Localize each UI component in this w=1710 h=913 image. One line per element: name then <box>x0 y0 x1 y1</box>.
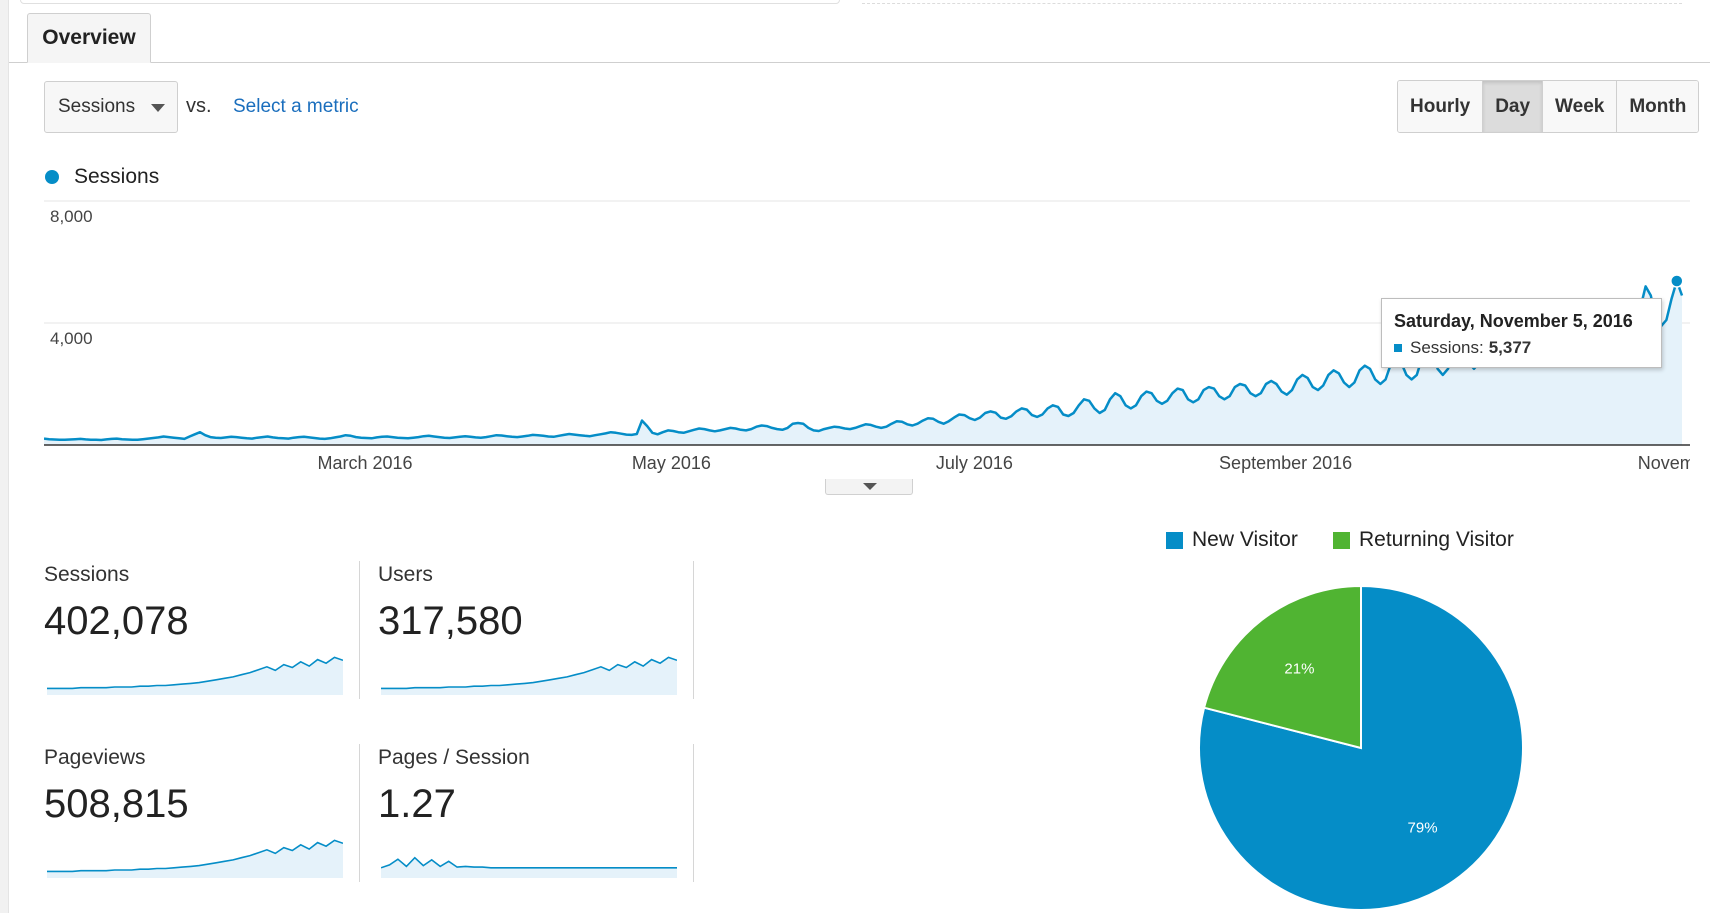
select-metric-link[interactable]: Select a metric <box>233 96 359 117</box>
pie-legend-new-visitor[interactable]: New Visitor <box>1166 528 1298 552</box>
sparkline-line <box>381 856 677 869</box>
new-visitor-swatch <box>1166 531 1183 549</box>
metric-select[interactable]: Sessions <box>44 81 178 133</box>
sessions-legend-dot <box>45 170 59 184</box>
pie-slice[interactable] <box>1202 584 1362 750</box>
sparkline-line <box>47 656 343 690</box>
tooltip-series-label: Sessions: <box>1410 338 1484 357</box>
pie-slice-label: 79% <box>1408 819 1438 836</box>
sparkline <box>47 839 343 878</box>
y-tick-label: 8,000 <box>50 207 93 226</box>
y-tick-label: 4,000 <box>50 329 93 348</box>
stat-pages-per-session[interactable]: Pages / Session 1.27 <box>378 746 694 878</box>
x-tick-label: September 2016 <box>1219 453 1352 473</box>
x-tick-label: May 2016 <box>632 453 711 473</box>
tooltip-series-swatch <box>1394 344 1402 352</box>
sparkline <box>381 856 677 878</box>
chevron-down-icon <box>863 483 877 490</box>
tooltip-date: Saturday, November 5, 2016 <box>1394 311 1633 331</box>
divider <box>693 744 694 882</box>
sparkline-area <box>381 657 677 695</box>
sparkline-line <box>381 656 677 690</box>
pie-legend-label: New Visitor <box>1192 528 1298 551</box>
x-tick-label: March 2016 <box>318 453 413 473</box>
stat-value: 1.27 <box>378 782 456 826</box>
divider <box>359 561 360 699</box>
period-selector: Hourly Day Week Month <box>1397 80 1700 133</box>
period-day-button[interactable]: Day <box>1483 81 1544 132</box>
stat-value: 317,580 <box>378 599 523 643</box>
chart-expander-button[interactable] <box>825 479 913 495</box>
stat-users[interactable]: Users 317,580 <box>378 563 694 695</box>
left-rail <box>0 0 9 913</box>
pie-legend-returning-visitor[interactable]: Returning Visitor <box>1333 528 1514 552</box>
sparkline-area <box>47 840 343 878</box>
sparkline-line <box>47 839 343 873</box>
divider <box>359 744 360 882</box>
returning-visitor-swatch <box>1333 531 1350 549</box>
sessions-line-chart[interactable]: 8,000 4,000 March 2016 May 2016 July 2016 Sep… <box>44 195 1690 475</box>
highlighted-point[interactable] <box>1670 274 1684 288</box>
sessions-legend-label: Sessions <box>74 165 160 188</box>
vs-label: vs. <box>186 95 212 117</box>
stat-sessions[interactable]: Sessions 402,078 <box>44 563 360 695</box>
x-tick-label: July 2016 <box>936 453 1013 473</box>
period-month-button[interactable]: Month <box>1617 81 1699 132</box>
top-strip <box>0 0 1710 6</box>
sessions-line <box>44 279 1684 442</box>
sparkline-area <box>47 657 343 695</box>
sessions-area <box>44 281 1682 445</box>
pie-legend-label: Returning Visitor <box>1359 528 1514 551</box>
divider <box>693 561 694 699</box>
tab-bar <box>9 62 1710 63</box>
stat-value: 508,815 <box>44 782 189 826</box>
period-hourly-button[interactable]: Hourly <box>1398 81 1484 132</box>
chart-tooltip: Saturday, November 5, 2016 Sessions: 5,3… <box>1381 298 1662 368</box>
stat-label: Users <box>378 563 433 586</box>
visitor-pie-chart[interactable]: 79% 21% <box>1196 583 1526 913</box>
stat-pageviews[interactable]: Pageviews 508,815 <box>44 746 360 878</box>
period-week-button[interactable]: Week <box>1543 81 1618 132</box>
sparkline <box>381 656 677 695</box>
sparkline <box>47 656 343 695</box>
pie-slice-label: 21% <box>1284 661 1314 678</box>
stat-label: Pages / Session <box>378 746 530 769</box>
tab-overview[interactable]: Overview <box>27 13 151 63</box>
stat-value: 402,078 <box>44 599 189 643</box>
stat-label: Pageviews <box>44 746 146 769</box>
chevron-down-icon <box>151 104 165 112</box>
x-tick-label: November 2016 <box>1638 453 1690 473</box>
metric-select-value: Sessions <box>58 96 136 117</box>
tooltip-value: 5,377 <box>1488 338 1532 357</box>
stat-label: Sessions <box>44 563 130 586</box>
